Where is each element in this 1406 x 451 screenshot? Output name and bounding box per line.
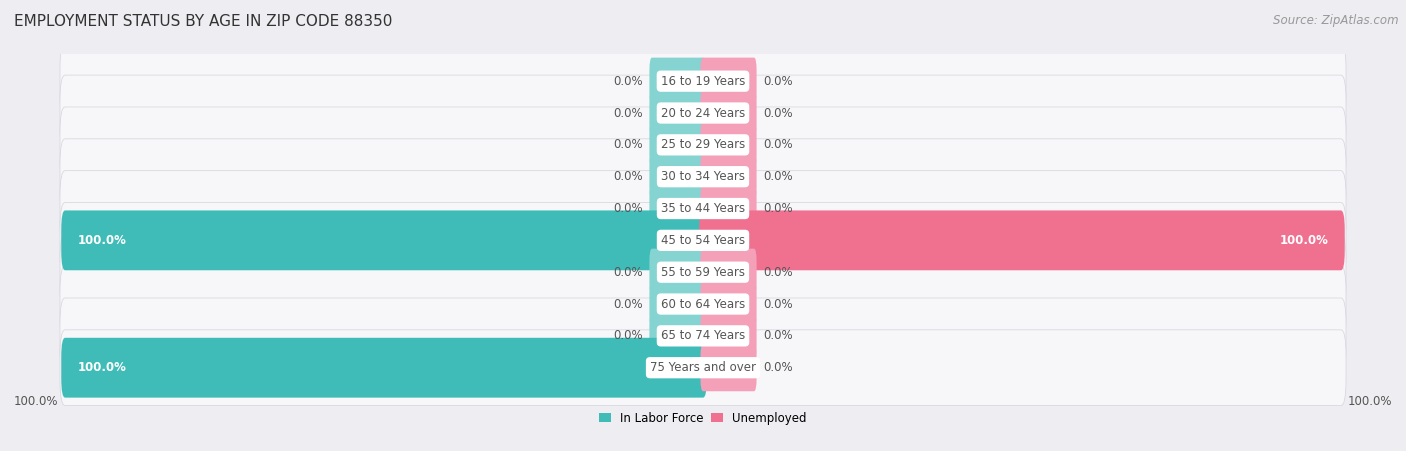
FancyBboxPatch shape [60, 266, 1346, 342]
Text: 16 to 19 Years: 16 to 19 Years [661, 75, 745, 87]
Text: 20 to 24 Years: 20 to 24 Years [661, 106, 745, 120]
FancyBboxPatch shape [700, 185, 756, 232]
FancyBboxPatch shape [60, 43, 1346, 119]
FancyBboxPatch shape [60, 235, 1346, 310]
FancyBboxPatch shape [650, 153, 706, 200]
FancyBboxPatch shape [650, 121, 706, 168]
FancyBboxPatch shape [700, 89, 756, 137]
Text: 100.0%: 100.0% [1347, 395, 1392, 408]
Text: 0.0%: 0.0% [763, 298, 793, 311]
FancyBboxPatch shape [700, 58, 756, 105]
Text: 75 Years and over: 75 Years and over [650, 361, 756, 374]
FancyBboxPatch shape [62, 338, 707, 398]
FancyBboxPatch shape [60, 170, 1346, 246]
FancyBboxPatch shape [60, 107, 1346, 183]
FancyBboxPatch shape [60, 202, 1346, 278]
FancyBboxPatch shape [60, 330, 1346, 405]
Text: 0.0%: 0.0% [763, 106, 793, 120]
FancyBboxPatch shape [650, 89, 706, 137]
Text: 30 to 34 Years: 30 to 34 Years [661, 170, 745, 183]
FancyBboxPatch shape [650, 249, 706, 296]
Text: 25 to 29 Years: 25 to 29 Years [661, 138, 745, 152]
FancyBboxPatch shape [650, 312, 706, 359]
Text: 0.0%: 0.0% [763, 361, 793, 374]
FancyBboxPatch shape [60, 139, 1346, 215]
Text: 0.0%: 0.0% [613, 329, 643, 342]
FancyBboxPatch shape [700, 312, 756, 359]
Text: 0.0%: 0.0% [613, 138, 643, 152]
Text: 55 to 59 Years: 55 to 59 Years [661, 266, 745, 279]
Text: 100.0%: 100.0% [77, 361, 127, 374]
FancyBboxPatch shape [700, 281, 756, 327]
Text: 0.0%: 0.0% [613, 170, 643, 183]
FancyBboxPatch shape [60, 298, 1346, 374]
FancyBboxPatch shape [650, 58, 706, 105]
Text: 0.0%: 0.0% [613, 202, 643, 215]
FancyBboxPatch shape [699, 211, 1344, 270]
Legend: In Labor Force, Unemployed: In Labor Force, Unemployed [599, 412, 807, 425]
Text: 0.0%: 0.0% [613, 266, 643, 279]
Text: 100.0%: 100.0% [1279, 234, 1329, 247]
Text: 65 to 74 Years: 65 to 74 Years [661, 329, 745, 342]
Text: 35 to 44 Years: 35 to 44 Years [661, 202, 745, 215]
Text: Source: ZipAtlas.com: Source: ZipAtlas.com [1274, 14, 1399, 27]
Text: EMPLOYMENT STATUS BY AGE IN ZIP CODE 88350: EMPLOYMENT STATUS BY AGE IN ZIP CODE 883… [14, 14, 392, 28]
Text: 0.0%: 0.0% [763, 138, 793, 152]
Text: 0.0%: 0.0% [613, 106, 643, 120]
FancyBboxPatch shape [60, 75, 1346, 151]
Text: 0.0%: 0.0% [763, 266, 793, 279]
Text: 0.0%: 0.0% [613, 75, 643, 87]
Text: 0.0%: 0.0% [763, 170, 793, 183]
Text: 0.0%: 0.0% [763, 75, 793, 87]
FancyBboxPatch shape [700, 344, 756, 391]
Text: 100.0%: 100.0% [14, 395, 59, 408]
FancyBboxPatch shape [700, 153, 756, 200]
FancyBboxPatch shape [62, 211, 707, 270]
Text: 0.0%: 0.0% [763, 329, 793, 342]
Text: 100.0%: 100.0% [77, 234, 127, 247]
FancyBboxPatch shape [650, 185, 706, 232]
Text: 45 to 54 Years: 45 to 54 Years [661, 234, 745, 247]
FancyBboxPatch shape [700, 249, 756, 296]
Text: 60 to 64 Years: 60 to 64 Years [661, 298, 745, 311]
Text: 0.0%: 0.0% [763, 202, 793, 215]
Text: 0.0%: 0.0% [613, 298, 643, 311]
FancyBboxPatch shape [700, 121, 756, 168]
FancyBboxPatch shape [650, 281, 706, 327]
